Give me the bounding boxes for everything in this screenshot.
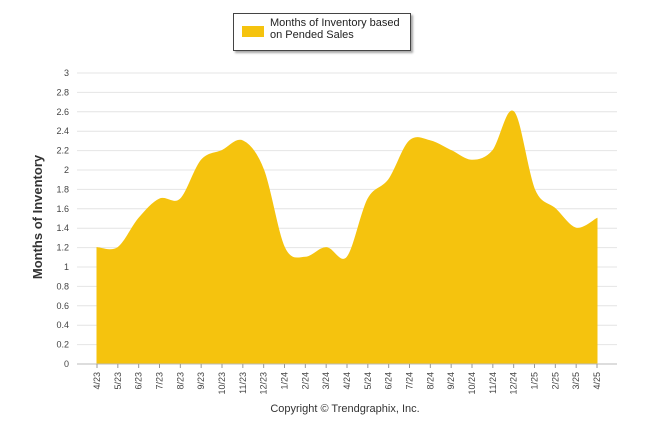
y-tick-label: 0.4 (56, 320, 69, 330)
y-tick-label: 1.6 (56, 204, 69, 214)
x-tick-label: 6/24 (384, 372, 394, 390)
x-tick-label: 4/23 (92, 372, 102, 390)
x-tick-label: 4/24 (342, 372, 352, 390)
y-tick-label: 2 (64, 165, 69, 175)
x-tick-labels: 4/23 5/23 6/23 7/23 8/23 9/23 10/23 11/23 12/23 1… (92, 372, 602, 395)
series-area (96, 110, 598, 365)
legend: Months of Inventory based on Pended Sale… (233, 13, 411, 51)
x-tick-label: 11/24 (488, 372, 498, 394)
y-tick-label: 2.6 (56, 107, 69, 117)
x-tick-label: 10/24 (467, 372, 477, 395)
x-tick-label: 12/23 (259, 372, 269, 395)
x-tick-label: 2/24 (300, 372, 310, 390)
x-tick-label: 8/23 (175, 372, 185, 390)
y-tick-label: 3 (64, 68, 69, 78)
x-tick-label: 5/23 (113, 372, 123, 390)
x-tick-label: 9/23 (196, 372, 206, 390)
x-tick-label: 7/24 (405, 372, 415, 390)
x-tick-label: 4/25 (592, 372, 602, 390)
x-tick-label: 2/25 (550, 372, 560, 390)
legend-swatch (242, 26, 264, 37)
x-tick-label: 1/25 (530, 372, 540, 390)
y-tick-label: 0.2 (56, 340, 69, 350)
x-tick-label: 3/25 (571, 372, 581, 390)
x-tick-label: 11/23 (238, 372, 248, 394)
axes (77, 363, 617, 368)
copyright-footer: Copyright © Trendgraphix, Inc. (270, 403, 420, 415)
y-tick-label: 2.2 (56, 146, 69, 156)
y-tick-label: 1.4 (56, 223, 69, 233)
y-tick-labels: 0 0.2 0.4 0.6 0.8 1 1.2 1.4 1.6 1.8 2 2.2 2.4 2.6 2.8 3 (56, 68, 69, 369)
y-axis-label: Months of Inventory (30, 154, 45, 279)
y-tick-label: 1 (64, 262, 69, 272)
y-tick-label: 2.8 (56, 87, 69, 97)
x-tick-label: 1/24 (280, 372, 290, 390)
series-area-fill (96, 110, 598, 365)
x-tick-label: 8/24 (425, 372, 435, 390)
legend-label: Months of Inventory based on Pended Sale… (270, 17, 400, 41)
x-tick-label: 7/23 (155, 372, 165, 390)
y-tick-label: 1.8 (56, 184, 69, 194)
y-tick-label: 0.8 (56, 281, 69, 291)
x-tick-label: 3/24 (321, 372, 331, 390)
y-tick-label: 0 (64, 359, 69, 369)
y-tick-label: 1.2 (56, 243, 69, 253)
x-tick-label: 10/23 (217, 372, 227, 395)
y-tick-label: 2.4 (56, 126, 69, 136)
x-tick-label: 12/24 (509, 372, 519, 395)
y-tick-label: 0.6 (56, 301, 69, 311)
x-tick-label: 9/24 (446, 372, 456, 390)
x-tick-label: 6/23 (134, 372, 144, 390)
x-tick-label: 5/24 (363, 372, 373, 390)
